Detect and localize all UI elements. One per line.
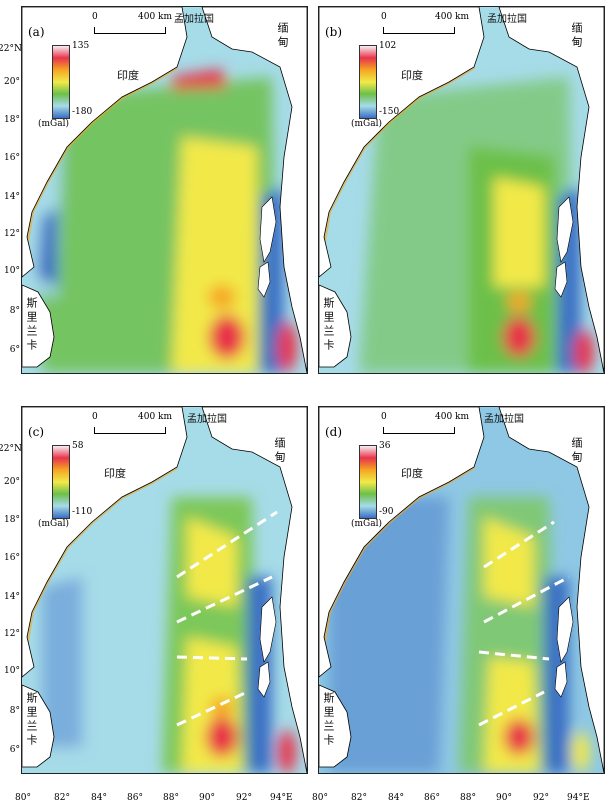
label-myanmar: 缅甸 xyxy=(276,22,289,50)
x-tick-label: 86° xyxy=(127,793,143,803)
label-srilanka: 斯里兰卡 xyxy=(25,297,38,353)
label-srilanka: 斯里兰卡 xyxy=(322,297,335,353)
colorbar xyxy=(52,45,70,119)
label-srilanka: 斯里兰卡 xyxy=(322,692,335,748)
y-tick-label: 18° xyxy=(4,115,20,125)
label-srilanka: 斯里兰卡 xyxy=(25,692,38,748)
colorbar-unit: (mGal) xyxy=(38,119,69,129)
scale-bar xyxy=(383,427,455,434)
y-tick-label: 16° xyxy=(4,153,20,163)
scale-zero: 0 xyxy=(92,412,98,422)
scale-zero: 0 xyxy=(381,12,387,22)
colorbar-min: -150 xyxy=(379,107,400,117)
y-tick-label: 6° xyxy=(9,345,20,355)
y-tick-label: 14° xyxy=(4,192,20,202)
x-tick-label: 88° xyxy=(460,793,476,803)
label-myanmar: 缅甸 xyxy=(273,437,286,465)
scale-distance: 400 km xyxy=(138,12,173,22)
gravity-map-panel-d: (d) 36 -90 (mGal) 0 400 km 孟加拉国 印度 缅甸 斯里… xyxy=(318,406,605,774)
colorbar-min: -180 xyxy=(72,107,93,117)
y-tick-label: 8° xyxy=(9,306,20,316)
x-tick-label: 88° xyxy=(163,793,179,803)
panel-label: (a) xyxy=(28,25,45,39)
x-tick-label: 80° xyxy=(312,793,328,803)
x-tick-label: 82° xyxy=(54,793,70,803)
gravity-map-panel-c: (c) 58 -110 (mGal) 0 400 km 孟加拉国 印度 缅甸 斯… xyxy=(21,406,308,774)
gravity-map-panel-b: (b) 102 -150 (mGal) 0 400 km 孟加拉国 印度 缅甸 … xyxy=(318,6,605,374)
x-tick-label: 92° xyxy=(533,793,549,803)
colorbar-min: -90 xyxy=(379,507,394,517)
y-tick-label: 20° xyxy=(4,77,20,87)
y-tick-label: 22°N xyxy=(0,44,22,54)
colorbar-max: 58 xyxy=(72,441,84,451)
x-tick-label: 82° xyxy=(351,793,367,803)
colorbar-min: -110 xyxy=(72,507,93,517)
colorbar-unit: (mGal) xyxy=(38,519,69,529)
scale-distance: 400 km xyxy=(435,12,470,22)
y-tick-label: 20° xyxy=(4,477,20,487)
label-myanmar: 缅甸 xyxy=(570,437,583,465)
label-bangladesh: 孟加拉国 xyxy=(487,14,527,25)
x-tick-label: 92° xyxy=(236,793,252,803)
colorbar-unit: (mGal) xyxy=(351,519,382,529)
gravity-anomaly-map-b xyxy=(319,7,604,373)
x-tick-label: 90° xyxy=(496,793,512,803)
y-tick-label: 6° xyxy=(9,745,20,755)
scale-distance: 400 km xyxy=(138,412,173,422)
label-india: 印度 xyxy=(401,69,423,82)
colorbar-unit: (mGal) xyxy=(351,119,382,129)
y-tick-label: 10° xyxy=(4,266,20,276)
x-tick-label: 94°E xyxy=(270,793,293,803)
panel-label: (d) xyxy=(325,425,343,439)
label-myanmar: 缅甸 xyxy=(570,22,583,50)
y-tick-label: 16° xyxy=(4,553,20,563)
y-tick-label: 8° xyxy=(9,706,20,716)
x-tick-label: 86° xyxy=(424,793,440,803)
colorbar xyxy=(359,445,377,519)
y-tick-label: 18° xyxy=(4,515,20,525)
label-bangladesh: 孟加拉国 xyxy=(174,14,214,25)
y-tick-label: 14° xyxy=(4,592,20,602)
x-tick-label: 94°E xyxy=(567,793,590,803)
label-bangladesh: 孟加拉国 xyxy=(187,414,227,425)
colorbar xyxy=(52,445,70,519)
scale-distance: 400 km xyxy=(435,412,470,422)
scale-zero: 0 xyxy=(381,412,387,422)
label-india: 印度 xyxy=(104,467,126,480)
y-tick-label: 22°N xyxy=(0,444,22,454)
scale-bar xyxy=(94,427,166,434)
colorbar-max: 102 xyxy=(379,41,397,51)
scale-bar xyxy=(383,27,455,34)
panel-label: (c) xyxy=(28,425,45,439)
colorbar xyxy=(359,45,377,119)
x-tick-label: 84° xyxy=(388,793,404,803)
gravity-map-panel-a: (a) 135 -180 (mGal) 0 400 km 孟加拉国 印度 缅甸 … xyxy=(21,6,308,374)
x-tick-label: 90° xyxy=(199,793,215,803)
gravity-anomaly-map-a xyxy=(22,7,307,373)
colorbar-max: 36 xyxy=(379,441,391,451)
y-tick-label: 12° xyxy=(4,629,20,639)
label-india: 印度 xyxy=(117,69,139,82)
label-bangladesh: 孟加拉国 xyxy=(484,414,524,425)
x-tick-label: 84° xyxy=(91,793,107,803)
y-tick-label: 10° xyxy=(4,666,20,676)
scale-zero: 0 xyxy=(92,12,98,22)
panel-label: (b) xyxy=(325,25,343,39)
scale-bar xyxy=(94,27,166,34)
label-india: 印度 xyxy=(401,467,423,480)
colorbar-max: 135 xyxy=(72,41,90,51)
x-tick-label: 80° xyxy=(15,793,31,803)
y-tick-label: 12° xyxy=(4,229,20,239)
